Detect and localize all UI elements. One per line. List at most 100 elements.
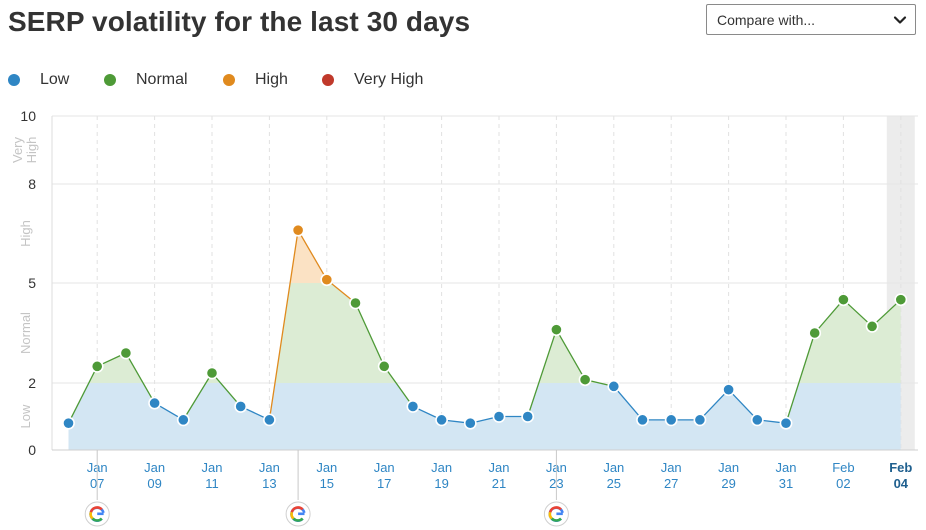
series-segment	[383, 365, 414, 407]
google-icon-arc	[548, 511, 553, 520]
series-segment	[211, 372, 242, 407]
data-point[interactable]	[320, 273, 334, 287]
google-icon-arc	[290, 506, 304, 513]
data-point[interactable]	[550, 323, 563, 337]
google-icon-arc	[89, 506, 103, 513]
series-segment	[699, 389, 730, 421]
data-point[interactable]	[578, 373, 592, 387]
data-point[interactable]	[262, 413, 276, 427]
data-point[interactable]	[435, 413, 448, 427]
data-point[interactable]	[463, 416, 477, 430]
data-point[interactable]	[865, 319, 879, 333]
data-point[interactable]	[808, 326, 822, 340]
series-segment	[871, 299, 902, 327]
y-band-label: High	[18, 220, 33, 247]
series-segment	[842, 299, 873, 327]
google-icon-arc	[548, 506, 562, 513]
x-tick-label: Jan	[374, 460, 395, 475]
y-band-label: Normal	[18, 312, 33, 354]
data-point[interactable]	[779, 416, 793, 430]
data-point[interactable]	[119, 346, 133, 360]
x-tick-label: Jan	[431, 460, 452, 475]
series-segment	[728, 389, 758, 421]
x-tick-label: 04	[894, 476, 909, 491]
legend-label-normal: Normal	[136, 71, 188, 88]
compare-with-label: Compare with...	[717, 12, 816, 28]
data-point[interactable]	[148, 396, 161, 410]
x-tick-label: Jan	[603, 460, 624, 475]
legend-dot-high	[223, 74, 235, 86]
x-tick-label: Jan	[259, 460, 280, 475]
y-tick-label: 8	[28, 176, 36, 192]
x-tick-label: Jan	[489, 460, 510, 475]
data-point[interactable]	[521, 410, 535, 423]
data-point[interactable]	[750, 413, 764, 427]
legend-dot-very-high	[322, 74, 334, 86]
data-point[interactable]	[664, 413, 678, 427]
x-tick-label: 11	[205, 476, 219, 491]
google-update-icon[interactable]	[84, 501, 110, 527]
band-fill-low	[68, 383, 901, 450]
data-point[interactable]	[406, 400, 420, 413]
series-segment	[67, 366, 98, 424]
legend-label-high: High	[255, 71, 288, 88]
x-tick-label: 02	[836, 476, 850, 491]
data-point[interactable]	[837, 293, 850, 307]
series-segment	[354, 302, 385, 367]
google-icon-arc	[89, 511, 94, 520]
data-point[interactable]	[377, 359, 391, 373]
data-point[interactable]	[722, 383, 735, 397]
y-tick-label: 10	[20, 108, 36, 124]
x-tick-label: 29	[721, 476, 735, 491]
legend-dot-normal	[104, 74, 116, 86]
data-point[interactable]	[234, 400, 248, 413]
google-icon-arc	[292, 517, 304, 522]
y-band-label: High	[24, 137, 39, 164]
x-tick-label: Feb	[832, 460, 854, 475]
series-segment	[814, 299, 844, 334]
x-tick-label: Jan	[202, 460, 223, 475]
compare-with-dropdown[interactable]: Compare with...	[706, 4, 916, 35]
series-segment	[297, 229, 328, 281]
series-segment	[527, 329, 558, 417]
data-point[interactable]	[636, 413, 649, 427]
data-point[interactable]	[894, 293, 908, 307]
x-tick-label: 31	[779, 476, 793, 491]
data-point[interactable]	[90, 359, 104, 373]
google-update-icon[interactable]	[543, 501, 569, 527]
data-point[interactable]	[205, 366, 219, 380]
data-point[interactable]	[693, 413, 707, 427]
legend-dot-low	[8, 74, 20, 86]
x-tick-label: 25	[607, 476, 621, 491]
band-fill-normal	[68, 283, 901, 383]
x-tick-label: 21	[492, 476, 506, 491]
data-point[interactable]	[176, 413, 190, 427]
x-tick-label: Jan	[316, 460, 337, 475]
series-segment	[555, 329, 586, 380]
chevron-down-icon	[893, 16, 907, 24]
data-point[interactable]	[607, 379, 621, 393]
page-title: SERP volatility for the last 30 days	[8, 6, 471, 37]
y-tick-label: 5	[28, 275, 36, 291]
y-tick-label: 2	[28, 375, 36, 391]
data-point[interactable]	[349, 296, 362, 310]
google-update-icon[interactable]	[285, 501, 311, 527]
google-icon-arc	[550, 517, 562, 522]
series-segment	[125, 352, 156, 404]
x-tick-label: Jan	[718, 460, 739, 475]
series-segment	[613, 385, 643, 421]
data-point[interactable]	[492, 410, 506, 423]
x-tick-label: Jan	[144, 460, 165, 475]
series-segment	[182, 372, 213, 421]
x-tick-label: 17	[377, 476, 391, 491]
data-point[interactable]	[291, 223, 305, 237]
series-segment	[785, 332, 816, 424]
series-segment	[268, 230, 299, 420]
band-fills	[68, 230, 901, 450]
band-fill-high	[68, 230, 901, 283]
data-point[interactable]	[62, 416, 75, 430]
x-tick-label: 09	[147, 476, 161, 491]
x-tick-label: 19	[434, 476, 448, 491]
x-tick-label: 27	[664, 476, 678, 491]
